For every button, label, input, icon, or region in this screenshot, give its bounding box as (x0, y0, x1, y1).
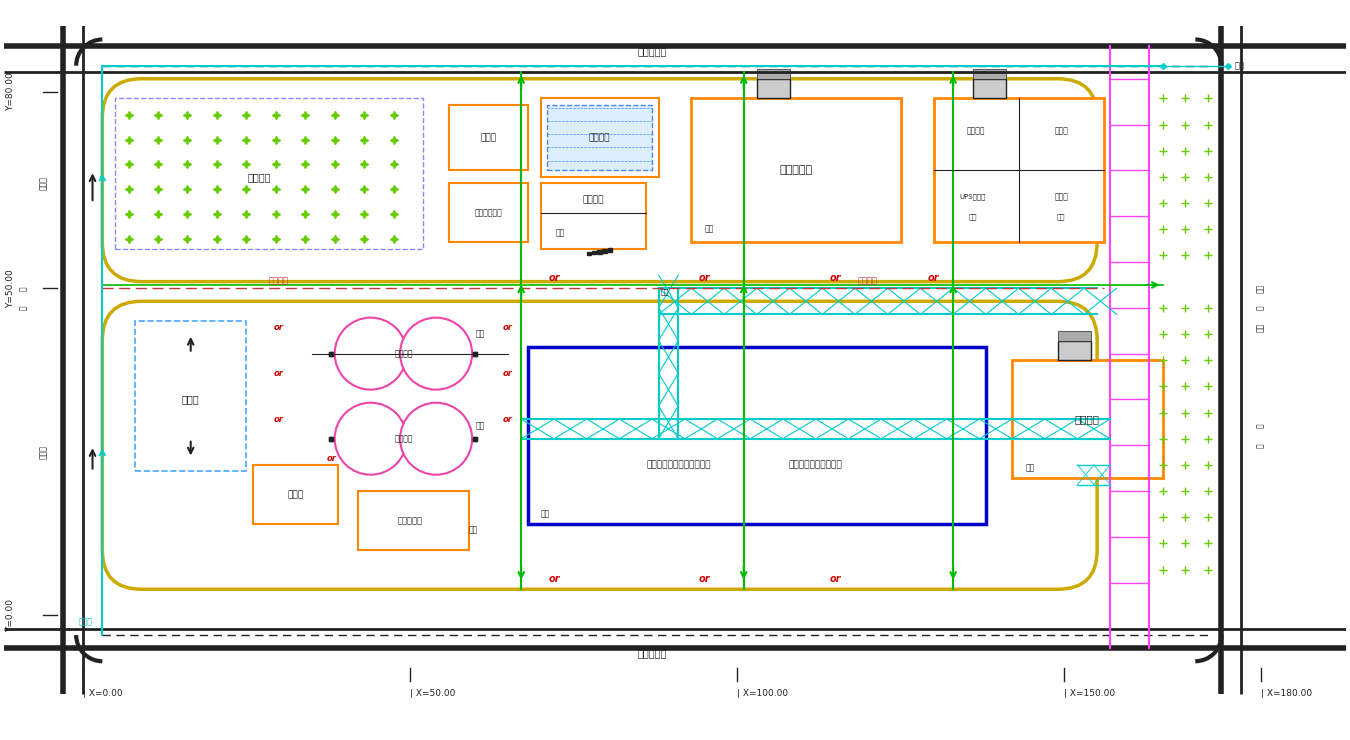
Text: 泡沫站: 泡沫站 (481, 133, 497, 142)
Text: | X=150.00: | X=150.00 (1064, 690, 1115, 699)
Bar (973, 69, 1006, 78)
Text: 消防水池: 消防水池 (589, 133, 610, 142)
Text: or: or (327, 454, 336, 462)
Text: or: or (504, 323, 513, 332)
Text: or: or (699, 574, 710, 585)
Text: 压缩机房: 压缩机房 (1075, 414, 1100, 424)
Bar (597, 250, 602, 254)
Bar (691, 98, 900, 243)
Text: 外操室: 外操室 (1054, 127, 1068, 135)
Text: 厂内次干道: 厂内次干道 (637, 46, 667, 56)
Text: 十: 十 (1257, 306, 1265, 310)
Text: 一班: 一班 (1257, 323, 1265, 332)
Text: 厂: 厂 (1257, 423, 1265, 428)
Text: 辅控室: 辅控室 (1054, 192, 1068, 201)
Text: 物流出: 物流出 (39, 177, 49, 190)
Text: or: or (699, 273, 710, 283)
Text: or: or (548, 574, 560, 585)
Text: 甲醇储罐: 甲醇储罐 (394, 434, 413, 443)
Text: 区域配电所: 区域配电所 (779, 165, 813, 175)
Bar (450, 184, 528, 243)
Text: 输送泵: 输送泵 (78, 617, 93, 627)
Text: 丙类: 丙类 (475, 329, 485, 338)
Text: 发展用地: 发展用地 (247, 172, 271, 182)
Text: 仪表: 仪表 (705, 225, 714, 234)
Bar (116, 98, 423, 249)
Circle shape (335, 403, 406, 475)
Text: 甲类: 甲类 (541, 509, 549, 519)
Text: 亚硫酸罐: 亚硫酸罐 (394, 349, 413, 358)
Text: or: or (274, 323, 284, 332)
Circle shape (400, 403, 472, 475)
Text: 区: 区 (1257, 443, 1265, 448)
Bar (358, 491, 468, 550)
Text: 区: 区 (19, 306, 28, 310)
Bar (933, 98, 1104, 243)
Bar (1058, 340, 1091, 360)
Text: Y=80.00: Y=80.00 (7, 73, 15, 111)
Bar (450, 105, 528, 170)
Text: or: or (504, 414, 513, 423)
Text: or: or (830, 273, 841, 283)
Text: or: or (504, 369, 513, 378)
Text: 装卸区: 装卸区 (182, 394, 200, 405)
Text: 物流出: 物流出 (39, 445, 49, 459)
Text: 甲硫醇合库: 甲硫醇合库 (397, 516, 423, 525)
Bar (541, 98, 659, 177)
Text: 消防分站: 消防分站 (582, 195, 603, 204)
Text: 消防: 消防 (1257, 283, 1265, 293)
Text: or: or (830, 574, 841, 585)
Text: 甲类: 甲类 (1025, 464, 1034, 473)
Bar (591, 251, 597, 255)
Text: Y=50.00: Y=50.00 (7, 269, 15, 308)
Text: 厂内次干道: 厂内次干道 (637, 648, 667, 658)
Text: 空调机房: 空调机房 (967, 127, 985, 135)
Text: 消防车道: 消防车道 (269, 276, 289, 285)
Text: 消防车道: 消防车道 (859, 276, 878, 285)
Text: 甲类: 甲类 (475, 421, 485, 430)
Text: 仪表: 仪表 (1057, 213, 1065, 220)
Text: 硫醇合成及亚硫酸制备部分: 硫醇合成及亚硫酸制备部分 (647, 460, 710, 469)
Text: 入端: 入端 (1234, 61, 1245, 70)
Text: | X=0.00: | X=0.00 (82, 690, 123, 699)
Text: or: or (274, 369, 284, 378)
Text: UPS电源室: UPS电源室 (960, 193, 985, 200)
Bar (757, 69, 790, 78)
Text: 事故水收集池: 事故水收集池 (475, 209, 502, 218)
Text: 甲类: 甲类 (468, 526, 478, 535)
Text: 轻烃回收干气净化部分: 轻烃回收干气净化部分 (788, 460, 842, 469)
Text: 仪表: 仪表 (968, 213, 977, 220)
Text: | X=50.00: | X=50.00 (410, 690, 455, 699)
Text: 厂: 厂 (19, 286, 28, 291)
Bar (587, 252, 591, 255)
Bar (135, 321, 246, 471)
Bar (252, 465, 338, 524)
Bar (608, 248, 612, 252)
Bar (1058, 331, 1091, 340)
Text: or: or (274, 414, 284, 423)
Bar (1012, 360, 1162, 478)
Bar (528, 347, 986, 524)
Text: 仪表: 仪表 (556, 228, 566, 237)
Circle shape (335, 317, 406, 390)
Bar (602, 249, 608, 252)
Text: | X=100.00: | X=100.00 (737, 690, 788, 699)
Circle shape (400, 317, 472, 390)
Text: or: or (548, 273, 560, 283)
Bar (973, 78, 1006, 98)
Text: Y=0.00: Y=0.00 (7, 599, 15, 632)
Text: 计量间: 计量间 (288, 490, 304, 499)
Text: 管廊: 管廊 (662, 288, 670, 295)
Text: or: or (927, 273, 940, 283)
Text: | X=180.00: | X=180.00 (1261, 690, 1312, 699)
Bar (757, 78, 790, 98)
Bar (541, 184, 645, 249)
Bar (547, 105, 652, 170)
